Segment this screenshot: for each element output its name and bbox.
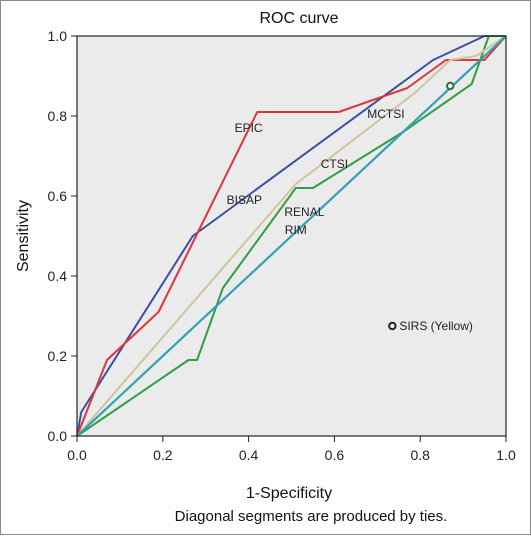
y-tick-label: 0.8 [48, 108, 68, 124]
series-label-ctsi: CTSI [321, 157, 348, 171]
series-lines [76, 35, 507, 437]
point-marker-1 [388, 321, 397, 331]
x-tick-label: 0.6 [325, 447, 345, 463]
x-axis-title: 1-Specificity [246, 485, 332, 502]
series-label-epic: EPIC [235, 121, 263, 135]
y-tick-label: 1.0 [48, 28, 68, 44]
plot-border [76, 35, 507, 437]
x-tick-label: 0.8 [410, 447, 430, 463]
x-tick-label: 1.0 [496, 447, 516, 463]
series-label-mctsi: MCTSI [367, 107, 404, 121]
y-tick-label: 0.0 [48, 428, 68, 444]
series-label-renal: RENAL [284, 205, 324, 219]
x-tick-label: 0.0 [67, 447, 87, 463]
footnote: Diagonal segments are produced by ties. [174, 508, 448, 525]
series-label-rim: RIM [285, 223, 307, 237]
series-label-bisap: BISAP [227, 193, 262, 207]
y-tick-label: 0.6 [48, 188, 68, 204]
series-labels: BISAP EPIC CTSI MCTSI RENAL RIM [227, 107, 405, 237]
y-tick-label: 0.2 [48, 348, 68, 364]
series-line-rim [76, 35, 507, 437]
point-label-sirs: SIRS (Yellow) [399, 319, 473, 333]
chart-title: ROC curve [259, 10, 338, 27]
point-marker-2 [446, 81, 455, 91]
axes: 0.0 0.2 0.4 0.6 0.8 1.0 0.0 0.2 0.4 0.6 0.8 1.0 [48, 28, 516, 463]
series-line-mctsi [76, 35, 507, 437]
y-axis-title: Sensitivity [15, 200, 32, 272]
series-line-epic [76, 35, 507, 437]
x-tick-label: 0.4 [239, 447, 259, 463]
y-tick-label: 0.4 [48, 268, 68, 284]
x-tick-label: 0.2 [153, 447, 173, 463]
point-markers: SIRS (Yellow) [388, 81, 473, 333]
